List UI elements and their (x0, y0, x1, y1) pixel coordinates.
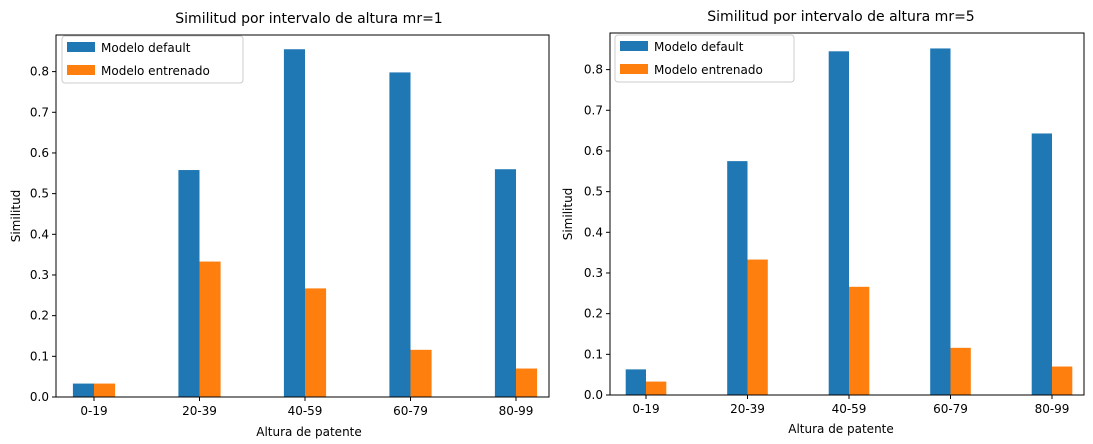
axes-frame (55, 34, 550, 398)
y-tick-label: 0.0 (584, 388, 603, 402)
bars-group (72, 49, 538, 397)
y-tick-label: 0.2 (30, 309, 49, 323)
legend-box (61, 35, 244, 84)
bar-default-60-79 (389, 72, 411, 397)
bar-entrenado-0-19 (646, 381, 667, 395)
x-tick-label: 40-59 (832, 402, 867, 416)
x-axis-label: Altura de patente (788, 422, 894, 436)
y-tick-label: 0.0 (30, 390, 49, 404)
y-axis-ticks: 0.0 0.1 0.2 0.3 0.4 0.5 0.6 0.7 0.8 (584, 63, 610, 402)
bars-group (625, 48, 1073, 396)
legend-swatch-entrenado (67, 65, 95, 75)
bar-default-20-39 (727, 161, 748, 395)
bar-entrenado-0-19 (94, 383, 116, 397)
legend-swatch-default (67, 42, 95, 52)
axes-frame (609, 32, 1085, 396)
x-axis-ticks: 0-19 20-39 40-59 60-79 80-99 (632, 395, 1069, 416)
bar-entrenado-40-59 (849, 286, 870, 395)
bar-entrenado-60-79 (410, 349, 432, 397)
bar-default-80-99 (494, 169, 516, 397)
y-tick-label: 0.4 (584, 225, 603, 239)
x-axis-label: Altura de patente (256, 425, 362, 439)
legend-box (614, 34, 795, 83)
legend-label-default: Modelo default (654, 40, 744, 54)
y-tick-label: 0.3 (584, 266, 603, 280)
legend-swatch-default (620, 41, 648, 51)
y-tick-label: 0.3 (30, 268, 49, 282)
y-tick-label: 0.8 (584, 63, 603, 77)
y-tick-label: 0.5 (30, 187, 49, 201)
bar-default-40-59 (828, 51, 849, 395)
x-tick-label: 20-39 (730, 402, 765, 416)
legend-label-default: Modelo default (101, 41, 191, 55)
bar-entrenado-40-59 (305, 288, 327, 397)
bar-entrenado-80-99 (516, 368, 538, 397)
y-axis-label: Similitud (561, 188, 575, 241)
legend-label-entrenado: Modelo entrenado (101, 64, 210, 78)
y-tick-label: 0.1 (30, 349, 49, 363)
y-tick-label: 0.6 (30, 146, 49, 160)
y-axis-ticks: 0.0 0.1 0.2 0.3 0.4 0.5 0.6 0.7 0.8 (30, 65, 56, 404)
y-tick-label: 0.2 (584, 307, 603, 321)
y-tick-label: 0.4 (30, 227, 49, 241)
x-tick-label: 80-99 (499, 404, 534, 418)
y-tick-label: 0.7 (584, 103, 603, 117)
x-tick-label: 40-59 (288, 404, 323, 418)
chart-title: Similitud por intervalo de altura mr=1 (175, 11, 442, 27)
bar-default-80-99 (1031, 133, 1052, 396)
legend: Modelo default Modelo entrenado (614, 34, 795, 83)
y-tick-label: 0.1 (584, 347, 603, 361)
y-tick-label: 0.5 (584, 185, 603, 199)
bar-default-0-19 (625, 369, 646, 395)
bar-default-20-39 (178, 170, 200, 397)
chart-mr1: Similitud por intervalo de altura mr=1 0… (9, 11, 550, 439)
legend: Modelo default Modelo entrenado (61, 35, 244, 84)
x-tick-label: 0-19 (632, 402, 659, 416)
x-tick-label: 80-99 (1035, 402, 1070, 416)
bar-entrenado-80-99 (1052, 366, 1073, 395)
x-tick-label: 20-39 (182, 404, 217, 418)
legend-swatch-entrenado (620, 64, 648, 74)
x-axis-ticks: 0-19 20-39 40-59 60-79 80-99 (80, 397, 533, 418)
y-tick-label: 0.8 (30, 65, 49, 79)
x-tick-label: 60-79 (933, 402, 968, 416)
chart-title: Similitud por intervalo de altura mr=5 (707, 9, 974, 25)
x-tick-label: 60-79 (393, 404, 428, 418)
y-axis-label: Similitud (9, 190, 23, 243)
bar-entrenado-20-39 (199, 261, 221, 397)
y-tick-label: 0.6 (584, 144, 603, 158)
legend-label-entrenado: Modelo entrenado (654, 63, 763, 77)
bar-entrenado-20-39 (747, 259, 768, 395)
x-tick-label: 0-19 (80, 404, 107, 418)
bar-default-60-79 (930, 48, 951, 396)
bar-default-40-59 (283, 49, 305, 397)
chart-mr5: Similitud por intervalo de altura mr=5 0… (561, 9, 1085, 436)
bar-default-0-19 (72, 383, 94, 397)
y-tick-label: 0.7 (30, 105, 49, 119)
bar-entrenado-60-79 (950, 347, 971, 395)
